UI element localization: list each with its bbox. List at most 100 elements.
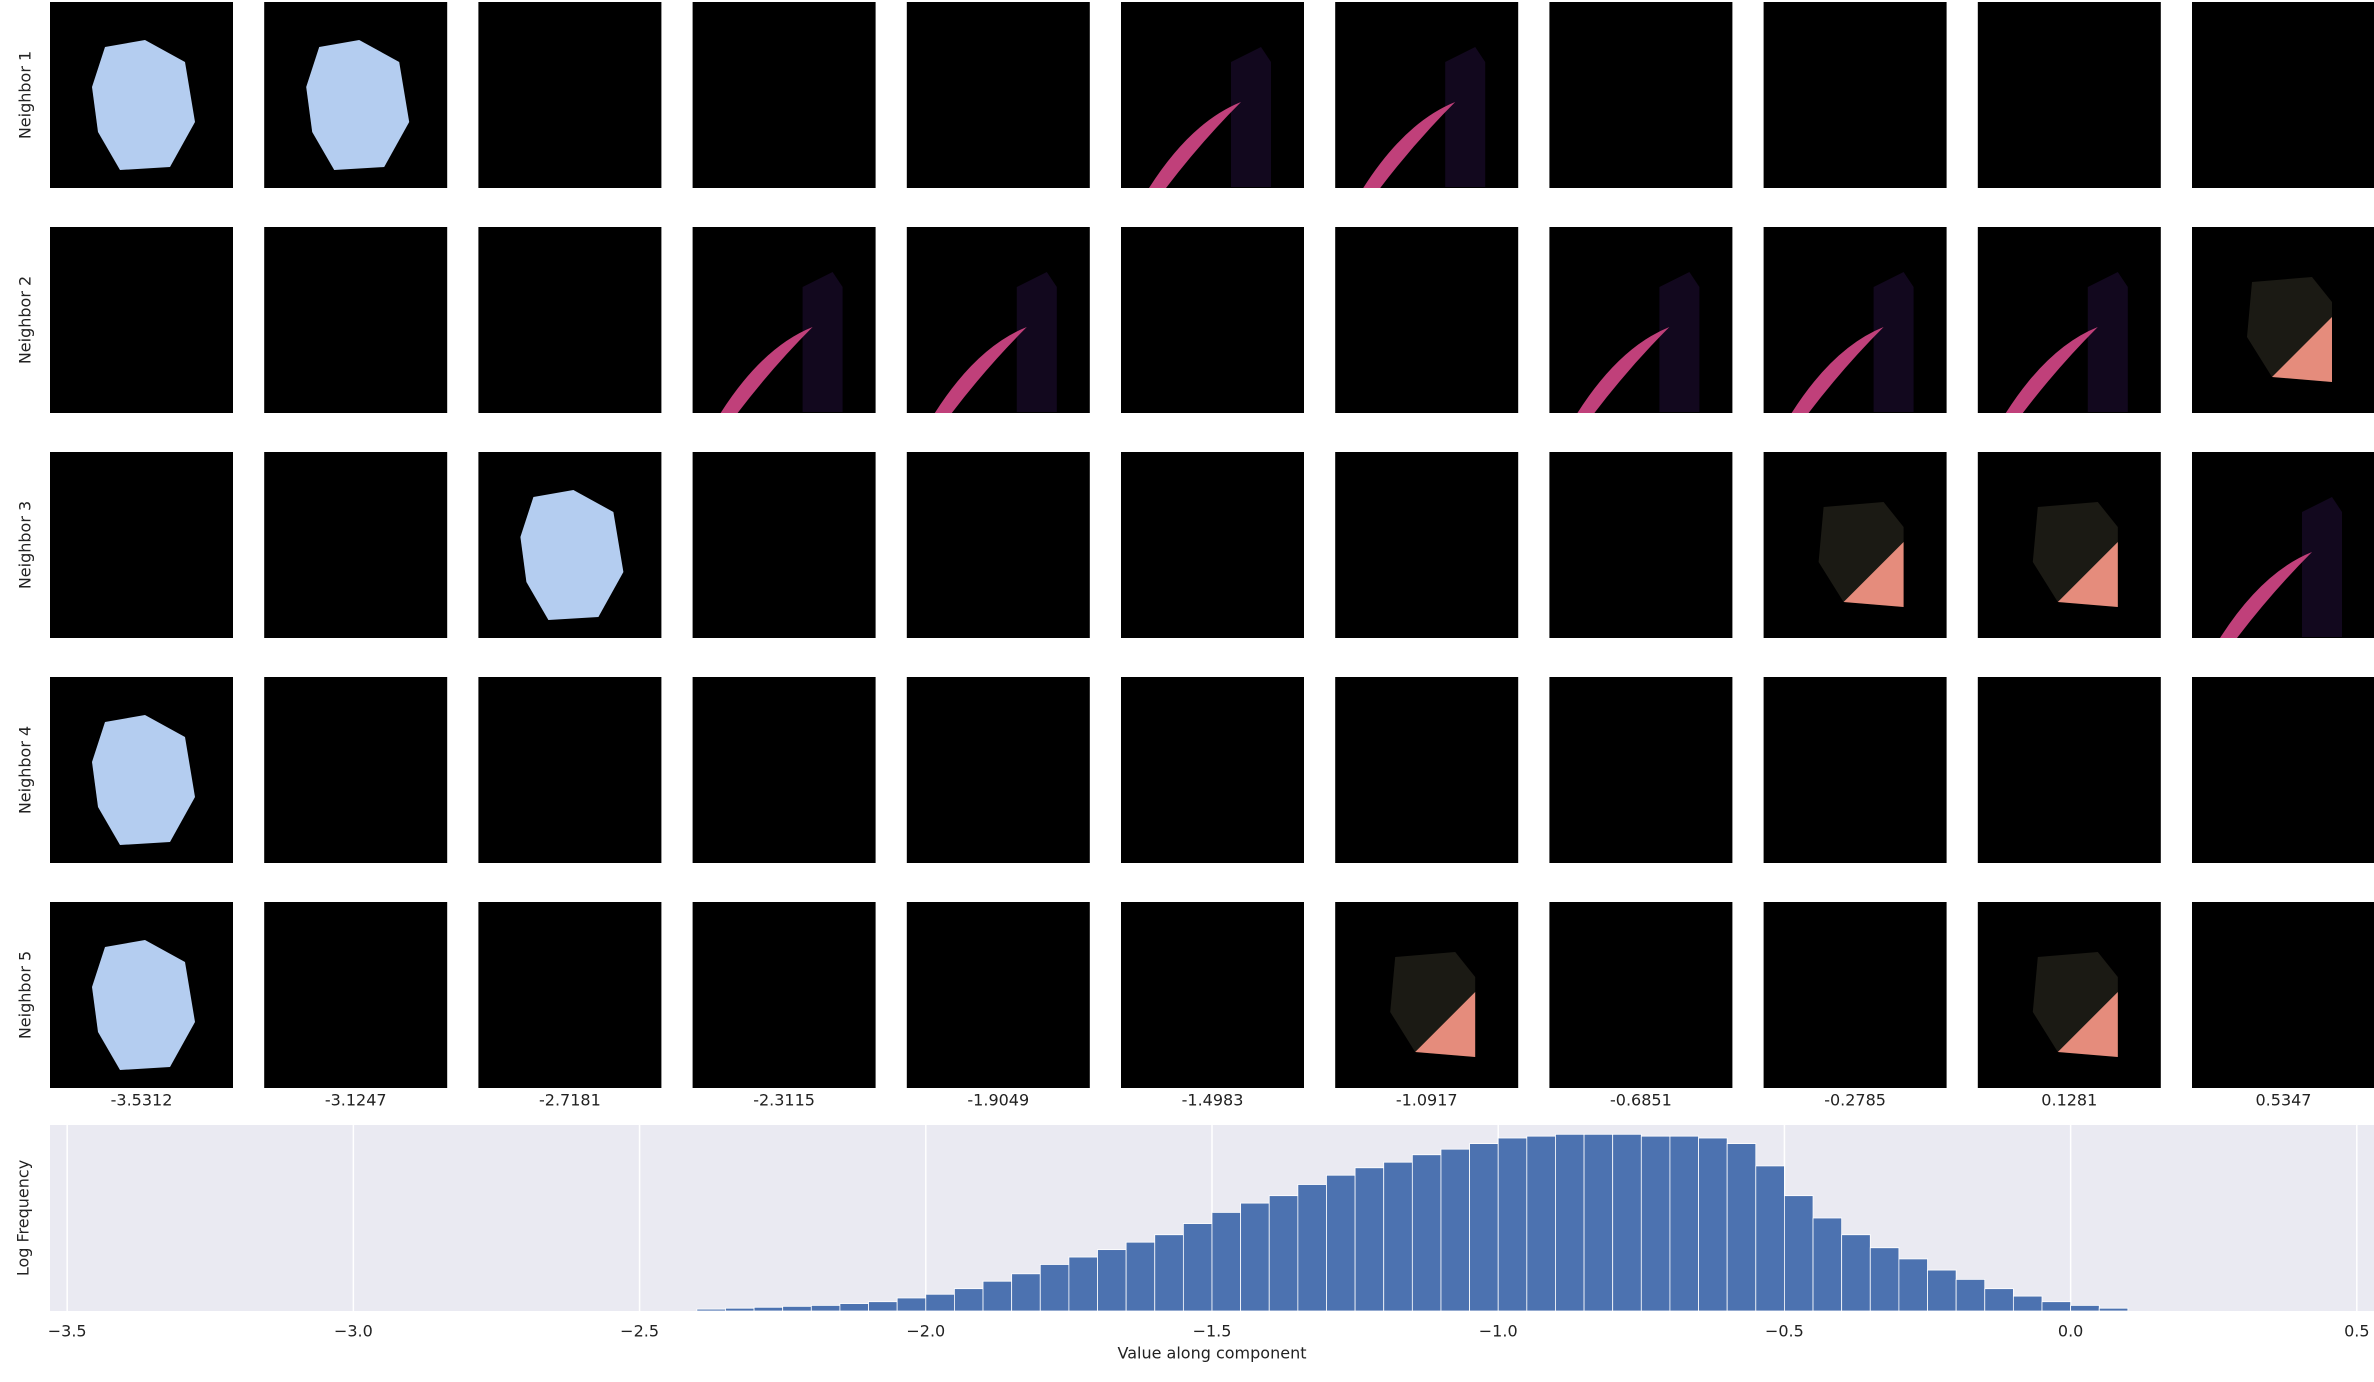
thumbnail — [2192, 452, 2374, 638]
thumbnail — [50, 452, 233, 638]
y-axis-label: Log Frequency — [14, 1160, 33, 1276]
thumbnail — [1121, 227, 1304, 413]
bar — [2098, 1307, 2129, 1312]
bar — [1726, 1143, 1757, 1312]
streak — [2220, 552, 2312, 638]
streak — [720, 327, 813, 413]
shadow — [2302, 497, 2342, 637]
streak — [1149, 102, 1241, 188]
bar — [1612, 1133, 1642, 1312]
thumbnail — [264, 227, 448, 413]
bar — [1297, 1184, 1327, 1312]
thumbnail — [1763, 902, 1947, 1088]
bar — [1841, 1234, 1871, 1312]
bar — [1154, 1234, 1184, 1312]
x-tick-label: −0.5 — [1765, 1322, 1804, 1341]
thumbnail — [692, 677, 876, 863]
streak — [934, 327, 1027, 413]
row-label: Neighbor 4 — [16, 726, 35, 814]
thumbnail — [2192, 902, 2374, 1088]
bar — [1411, 1154, 1442, 1312]
shadow — [1873, 272, 1914, 412]
thumbnail — [478, 227, 662, 413]
bar — [1039, 1264, 1070, 1312]
bar — [1898, 1258, 1928, 1312]
thumbnail — [1121, 2, 1304, 188]
bar — [1640, 1135, 1671, 1312]
bar — [1927, 1269, 1957, 1312]
thumbnail — [1121, 677, 1304, 863]
thumbnail — [1763, 227, 1947, 413]
thumbnail — [906, 227, 1090, 413]
column-label: -1.9049 — [967, 1091, 1029, 1110]
bar — [982, 1280, 1013, 1312]
thumbnail — [264, 677, 448, 863]
thumbnail — [906, 2, 1090, 188]
thumbnail — [1121, 452, 1304, 638]
bar — [1497, 1137, 1528, 1312]
bar — [1125, 1241, 1156, 1312]
thumbnail — [1977, 227, 2161, 413]
column-label: 0.5347 — [2256, 1091, 2312, 1110]
bar — [1440, 1148, 1470, 1312]
bar — [954, 1288, 984, 1312]
bar — [1354, 1167, 1385, 1312]
bar — [1955, 1278, 1986, 1312]
x-tick-label: 0.5 — [2344, 1322, 2369, 1341]
thumbnail — [692, 902, 876, 1088]
bar — [1182, 1223, 1213, 1312]
thumbnail — [1763, 677, 1947, 863]
bar — [868, 1301, 898, 1312]
thumbnail — [1335, 2, 1519, 188]
thumbnail — [2192, 2, 2374, 188]
bar — [1097, 1249, 1127, 1312]
bar — [1068, 1256, 1098, 1312]
bar — [2070, 1305, 2100, 1312]
thumbnail — [50, 227, 233, 413]
x-tick-label: 0.0 — [2058, 1322, 2083, 1341]
column-label: -1.0917 — [1396, 1091, 1458, 1110]
x-tick-label: −3.5 — [48, 1322, 87, 1341]
bar — [2012, 1295, 2043, 1312]
x-tick-label: −1.5 — [1193, 1322, 1232, 1341]
bar — [1698, 1137, 1728, 1312]
bar — [782, 1305, 812, 1312]
thumbnail — [906, 677, 1090, 863]
column-label: -0.2785 — [1824, 1091, 1886, 1110]
bar — [753, 1306, 784, 1312]
bar — [1984, 1288, 2014, 1312]
shadow — [802, 272, 843, 412]
thumbnail — [1977, 677, 2161, 863]
column-label: -0.6851 — [1610, 1091, 1672, 1110]
thumbnail — [1335, 227, 1519, 413]
bar — [1240, 1202, 1270, 1312]
thumbnail — [1335, 452, 1519, 638]
row-label: Neighbor 1 — [16, 51, 35, 139]
bar — [1555, 1133, 1585, 1312]
row-label: Neighbor 5 — [16, 951, 35, 1039]
salmon — [2057, 992, 2118, 1057]
bar — [1526, 1135, 1556, 1312]
column-label: -1.4983 — [1182, 1091, 1244, 1110]
bar — [1669, 1135, 1699, 1312]
bar — [1869, 1247, 1900, 1312]
streak — [2005, 327, 2098, 413]
blob — [306, 40, 410, 170]
streak — [1363, 102, 1456, 188]
thumbnail — [1977, 2, 2161, 188]
thumbnail — [906, 452, 1090, 638]
streak — [1791, 327, 1884, 413]
blob — [92, 40, 195, 170]
salmon — [1843, 542, 1904, 607]
shadow — [1445, 47, 1486, 187]
column-label: -3.1247 — [325, 1091, 387, 1110]
bar — [696, 1308, 726, 1312]
thumbnail — [264, 902, 448, 1088]
thumbnail — [1335, 677, 1519, 863]
bar — [1583, 1133, 1614, 1312]
thumbnail — [692, 227, 876, 413]
bar — [1469, 1143, 1499, 1312]
thumbnail — [1549, 2, 1733, 188]
column-label: -2.3115 — [753, 1091, 815, 1110]
